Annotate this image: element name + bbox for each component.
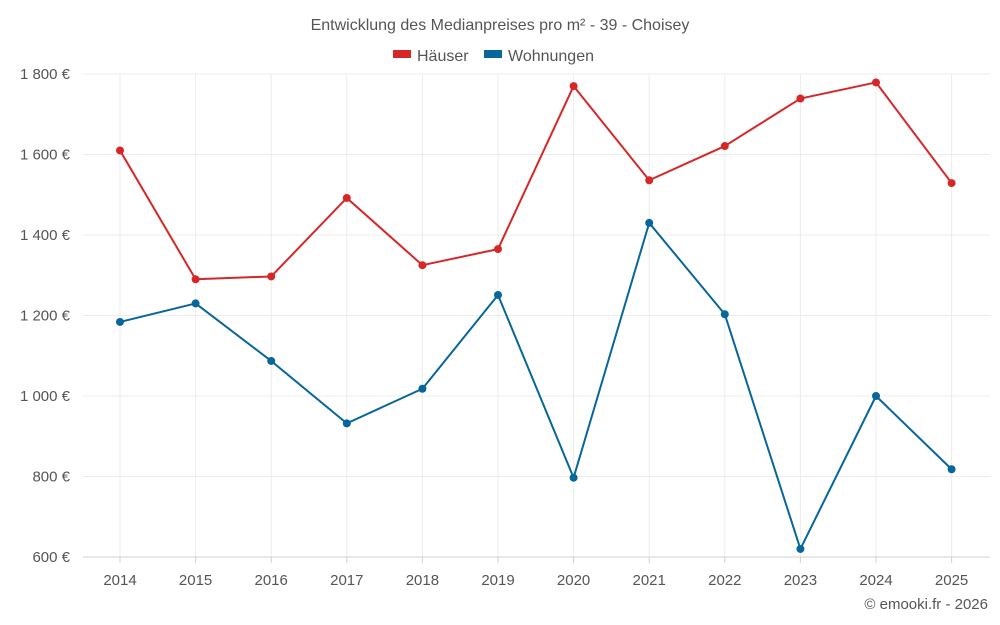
data-point[interactable] [494,245,502,254]
data-point[interactable] [191,275,200,284]
legend-item-haeuser[interactable]: Häuser [393,48,469,65]
data-point[interactable] [872,78,880,87]
data-point[interactable] [418,261,427,270]
x-tick-label: 2020 [557,572,590,589]
y-tick-label: 1 600 € [20,147,71,164]
data-point[interactable] [645,218,654,227]
legend-swatch-haeuser [393,50,411,58]
y-tick-label: 800 € [32,469,70,486]
chart-title: Entwicklung des Medianpreises pro m² - 3… [311,17,690,34]
data-point[interactable] [494,290,502,299]
legend-label-haeuser: Häuser [417,48,469,65]
data-point[interactable] [116,317,124,326]
x-tick-label: 2018 [406,572,439,589]
legend: Häuser Wohnungen [393,48,594,65]
y-tick-label: 1 200 € [20,308,71,325]
credit-text: © emooki.fr - 2026 [864,596,988,613]
data-point[interactable] [796,544,805,553]
y-tick-label: 1 000 € [20,388,71,405]
series-haeuser [116,78,956,284]
data-point[interactable] [342,193,351,202]
x-axis-ticks: 2014 2015 2016 2017 2018 2019 2020 2021 2022 2023… [103,572,968,589]
series-layer [116,78,956,553]
data-point[interactable] [267,272,276,281]
data-point[interactable] [720,310,729,319]
y-tick-label: 600 € [32,549,70,566]
legend-swatch-wohnungen [484,50,502,58]
x-tick-label: 2015 [179,572,212,589]
data-point[interactable] [947,179,956,188]
y-tick-label: 1 400 € [20,227,71,244]
data-point[interactable] [569,82,578,91]
data-point[interactable] [720,142,729,151]
data-point[interactable] [418,384,427,393]
data-point[interactable] [342,419,351,428]
series-line-haeuser [119,81,953,281]
x-gridlines [119,74,953,563]
x-tick-label: 2025 [935,572,968,589]
data-point[interactable] [796,94,805,103]
y-gridlines [83,73,990,477]
x-tick-label: 2017 [330,572,363,589]
data-point[interactable] [116,146,124,155]
x-tick-label: 2016 [255,572,288,589]
data-point[interactable] [267,356,276,365]
series-line-wohnungen [119,221,953,550]
data-point[interactable] [191,299,200,308]
x-tick-label: 2014 [103,572,136,589]
legend-label-wohnungen: Wohnungen [508,48,594,65]
data-point[interactable] [569,473,578,482]
x-tick-label: 2023 [784,572,817,589]
x-tick-label: 2019 [481,572,514,589]
x-tick-label: 2022 [708,572,741,589]
x-tick-label: 2024 [859,572,892,589]
y-tick-label: 1 800 € [20,66,71,83]
series-wohnungen [116,218,956,553]
x-tick-label: 2021 [633,572,666,589]
data-point[interactable] [872,392,880,400]
data-point[interactable] [645,176,654,185]
data-point[interactable] [947,465,956,474]
legend-item-wohnungen[interactable]: Wohnungen [484,48,594,65]
y-axis-ticks: 600 € 800 € 1 000 € 1 200 € 1 400 € 1 600 € 1 … [20,66,71,566]
